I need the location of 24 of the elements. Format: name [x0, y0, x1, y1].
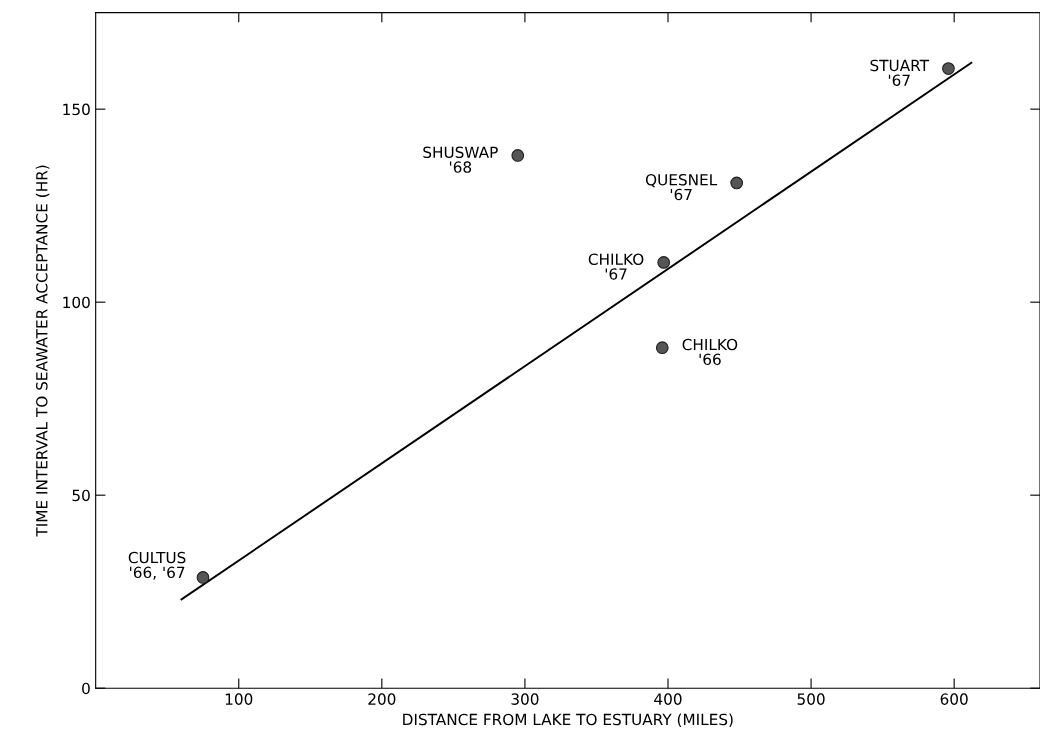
annotation: CULTUS '66, '67: [128, 551, 186, 580]
x-tick-label: 500: [797, 693, 825, 705]
point: [730, 176, 744, 190]
annotation: CHILKO '66: [682, 338, 738, 366]
x-tick-label: 600: [940, 693, 968, 705]
point: [655, 341, 669, 355]
point: [511, 149, 525, 162]
point: [196, 571, 210, 584]
annotation: STUART '67: [870, 59, 930, 86]
y-axis-title: TIME INTERVAL TO SEAWATER ACCEPTANCE (HR): [35, 165, 50, 537]
x-tick-label: 200: [368, 693, 396, 705]
point: [942, 62, 955, 75]
x-tick-label: 300: [511, 693, 539, 705]
annotation: CHILKO '67: [588, 253, 644, 280]
y-tick-label: 0: [82, 682, 90, 695]
point: [657, 256, 671, 269]
annotation: SHUSWAP '68: [423, 146, 498, 173]
y-tick-label: 50: [72, 489, 90, 502]
x-axis-title: DISTANCE FROM LAKE TO ESTUARY (MILES): [403, 713, 733, 728]
y-tick-label: 100: [63, 296, 90, 309]
annotation: QUESNEL '67: [645, 173, 718, 201]
x-tick-label: 400: [654, 693, 682, 705]
x-tick-label: 100: [225, 693, 253, 705]
y-tick-label: 150: [63, 103, 90, 116]
